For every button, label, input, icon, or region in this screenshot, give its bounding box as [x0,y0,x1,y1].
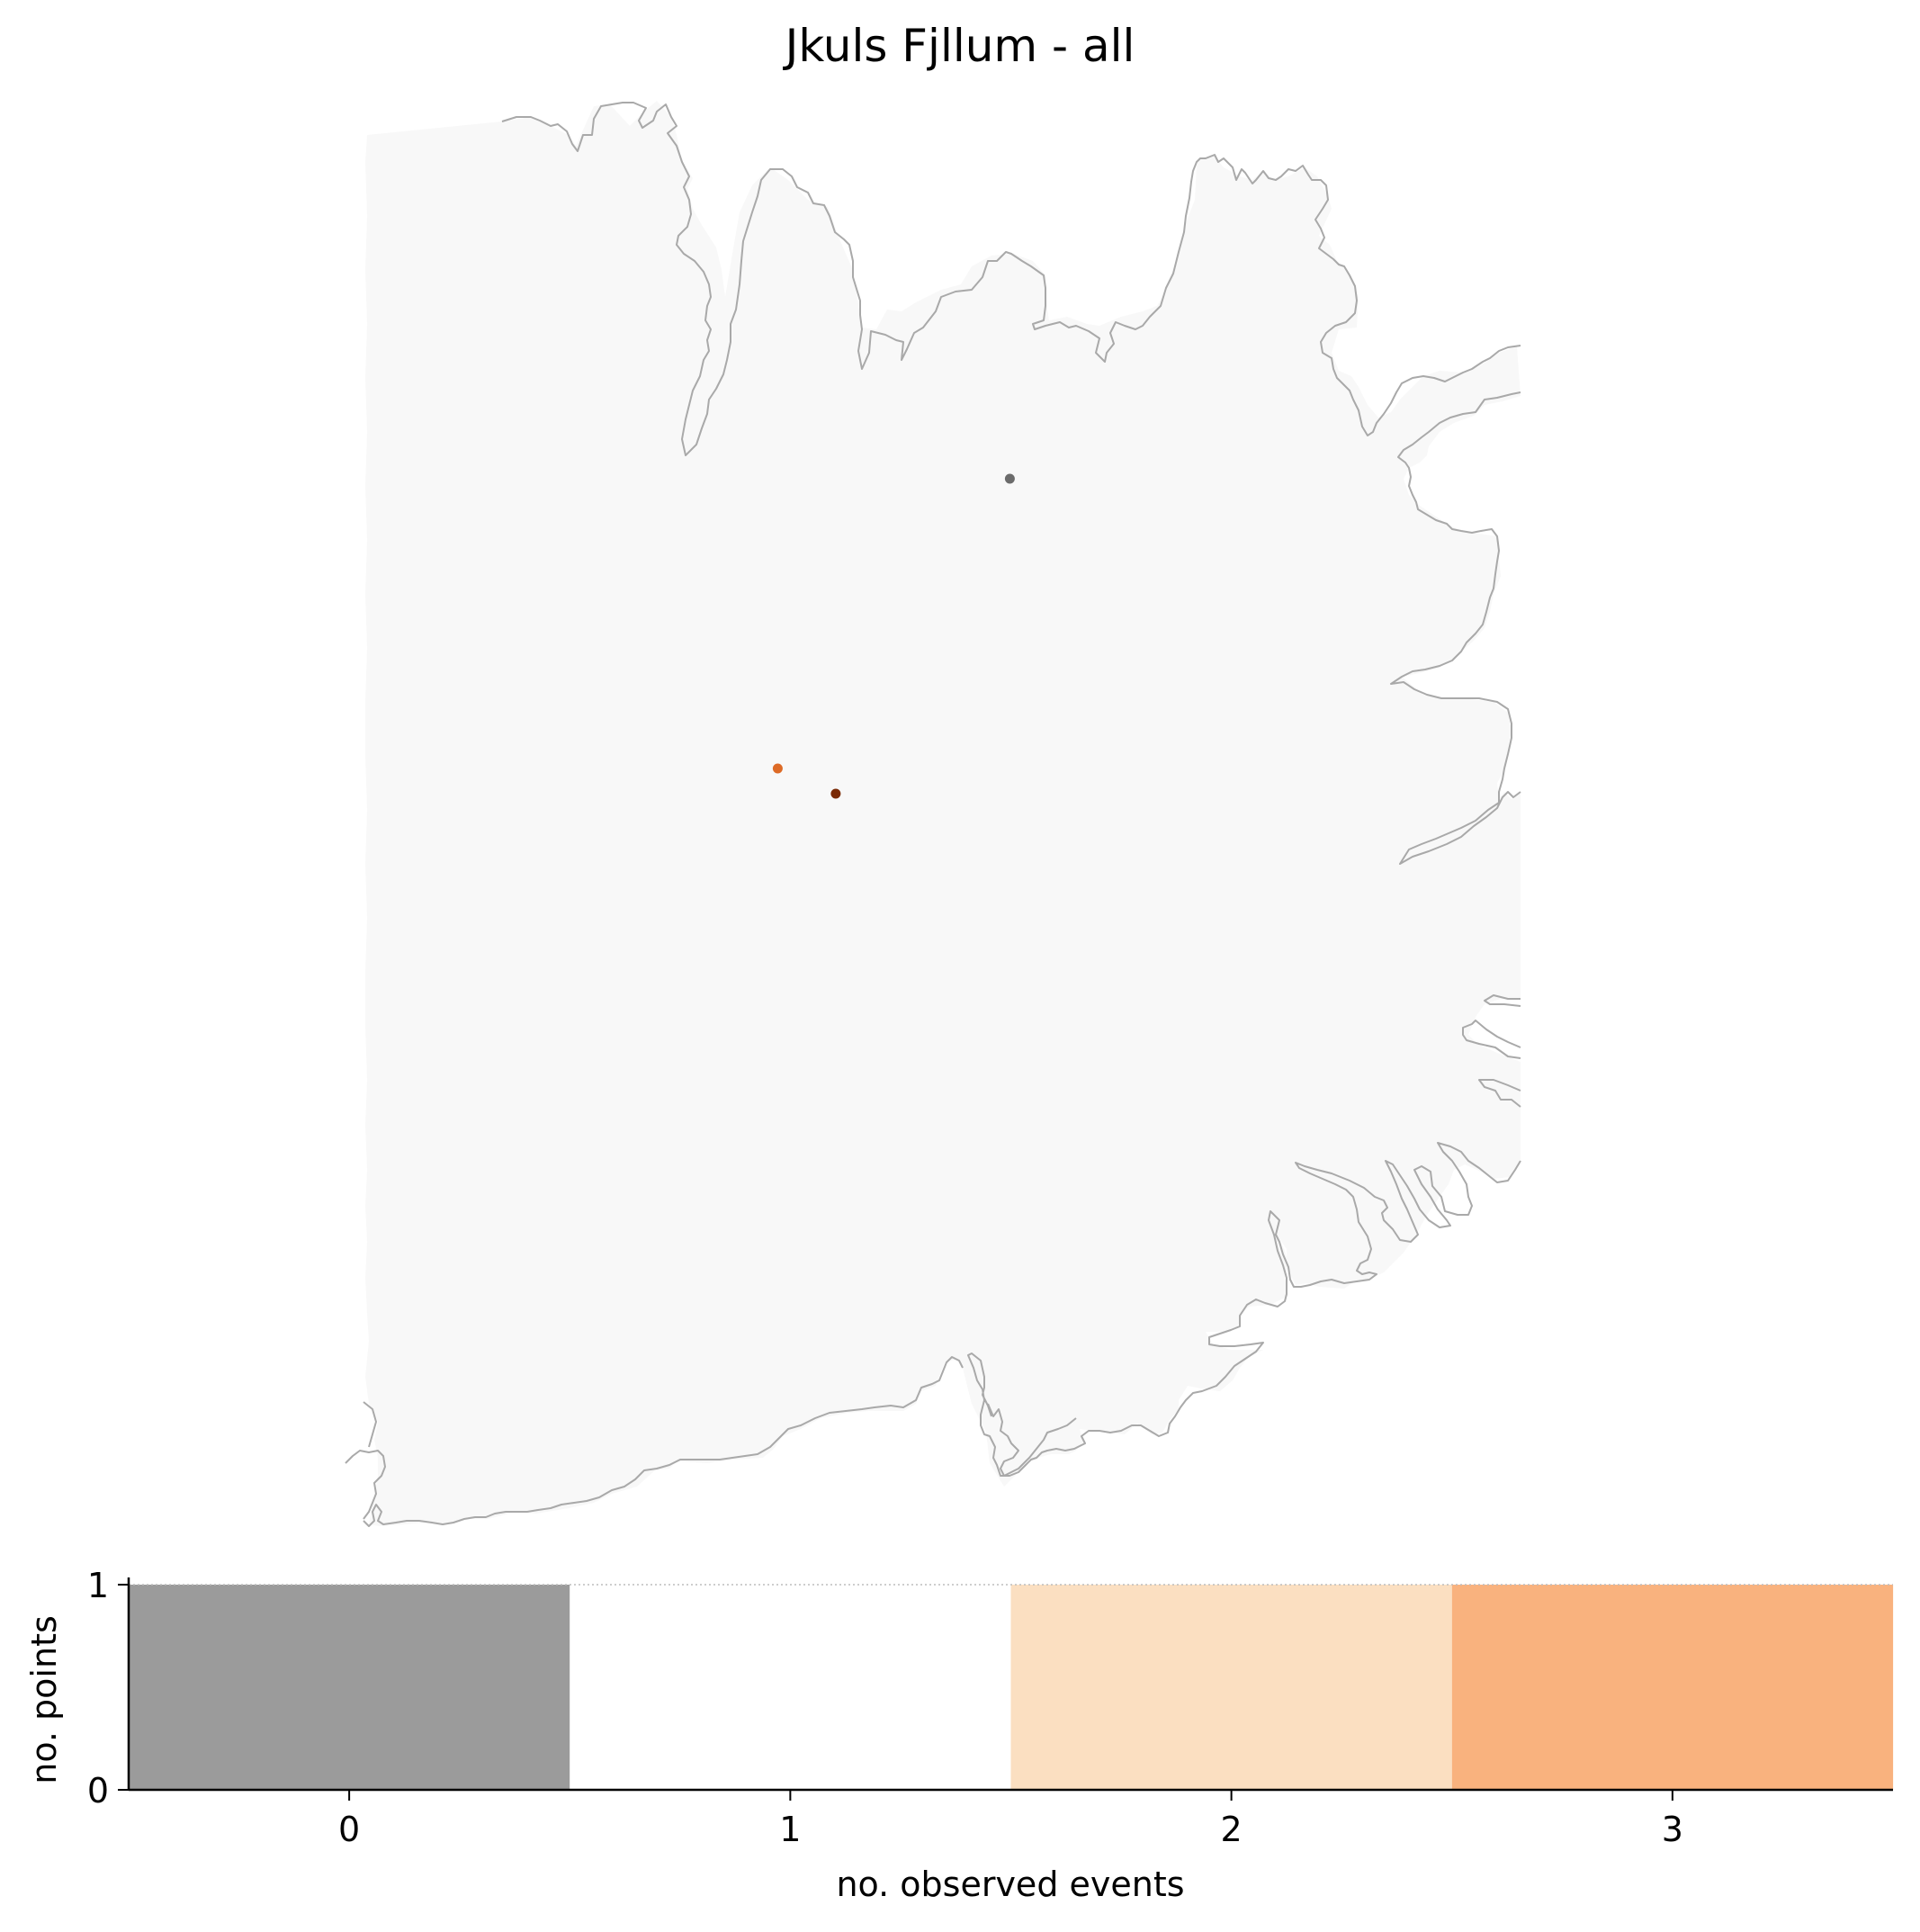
map-point-1 [772,763,783,774]
histogram-bars [129,1585,1894,1790]
x-tick-label-3: 3 [1662,1810,1683,1849]
y-tick-label-1: 1 [87,1566,109,1605]
map-point-0 [1004,473,1015,484]
histogram-bar-3 [1451,1585,1894,1790]
map-panel [345,101,1521,1527]
histogram-axes: 0 1 2 3 0 1 [87,1566,1893,1849]
x-tick-label-1: 1 [779,1810,801,1849]
histogram-panel: 0 1 2 3 0 1 no. observed events no. points [24,1566,1894,1904]
chart-title: Jkuls Fjllum - all [783,20,1135,72]
land-area [365,101,1521,1526]
histogram-bar-1 [570,1585,1011,1790]
histogram-bar-2 [1010,1585,1452,1790]
map-point-2 [830,788,841,799]
x-tick-label-2: 2 [1221,1810,1243,1849]
histogram-bar-0 [129,1585,570,1790]
x-tick-label-0: 0 [338,1810,360,1849]
map-points [772,473,1015,799]
x-axis-label: no. observed events [836,1865,1184,1904]
coastline [345,102,1521,1527]
y-axis-label: no. points [24,1615,64,1784]
y-tick-label-0: 0 [87,1771,109,1811]
